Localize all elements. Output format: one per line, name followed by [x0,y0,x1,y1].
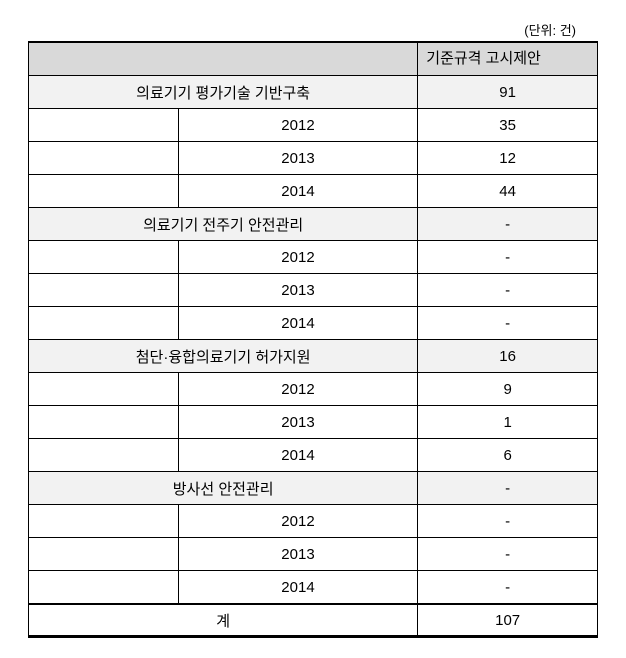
year-row: 2014 6 [29,439,598,472]
year-label: 2014 [178,307,418,340]
year-label: 2013 [178,142,418,175]
year-value: - [418,505,598,538]
year-label: 2013 [178,274,418,307]
year-row: 2012 - [29,241,598,274]
year-row: 2014 - [29,307,598,340]
year-row: 2012 9 [29,373,598,406]
year-label: 2013 [178,538,418,571]
year-label: 2012 [178,373,418,406]
section-total: 91 [418,76,598,109]
year-label: 2014 [178,439,418,472]
total-row: 계 107 [29,604,598,638]
year-row: 2013 12 [29,142,598,175]
year-label: 2014 [178,175,418,208]
unit-label: (단위: 건) [20,20,606,39]
year-value: 6 [418,439,598,472]
section-label: 첨단·융합의료기기 허가지원 [29,340,418,373]
year-row: 2012 - [29,505,598,538]
year-label: 2012 [178,241,418,274]
year-blank [29,538,179,571]
year-label: 2012 [178,109,418,142]
year-blank [29,406,179,439]
section-label: 의료기기 전주기 안전관리 [29,208,418,241]
year-value: - [418,241,598,274]
year-blank [29,142,179,175]
year-value: - [418,571,598,604]
year-value: 35 [418,109,598,142]
section-total: - [418,472,598,505]
year-row: 2014 44 [29,175,598,208]
header-blank [29,42,418,76]
year-blank [29,109,179,142]
year-row: 2013 - [29,538,598,571]
year-label: 2013 [178,406,418,439]
data-table: 기준규격 고시제안 의료기기 평가기술 기반구축 91 2012 35 2013… [28,41,598,638]
year-value: - [418,538,598,571]
section-total: 16 [418,340,598,373]
year-row: 2013 1 [29,406,598,439]
year-row: 2014 - [29,571,598,604]
section-row: 첨단·융합의료기기 허가지원 16 [29,340,598,373]
year-value: - [418,307,598,340]
year-value: 9 [418,373,598,406]
year-row: 2013 - [29,274,598,307]
year-row: 2012 35 [29,109,598,142]
year-value: 12 [418,142,598,175]
section-label: 방사선 안전관리 [29,472,418,505]
year-blank [29,373,179,406]
total-label: 계 [29,604,418,638]
year-blank [29,175,179,208]
total-value: 107 [418,604,598,638]
year-value: - [418,274,598,307]
header-value-col: 기준규격 고시제안 [418,42,598,76]
year-blank [29,241,179,274]
year-value: 1 [418,406,598,439]
year-blank [29,274,179,307]
section-label: 의료기기 평가기술 기반구축 [29,76,418,109]
year-label: 2014 [178,571,418,604]
year-blank [29,439,179,472]
year-blank [29,571,179,604]
header-row: 기준규격 고시제안 [29,42,598,76]
year-label: 2012 [178,505,418,538]
section-total: - [418,208,598,241]
year-blank [29,505,179,538]
section-row: 방사선 안전관리 - [29,472,598,505]
section-row: 의료기기 전주기 안전관리 - [29,208,598,241]
section-row: 의료기기 평가기술 기반구축 91 [29,76,598,109]
year-blank [29,307,179,340]
year-value: 44 [418,175,598,208]
